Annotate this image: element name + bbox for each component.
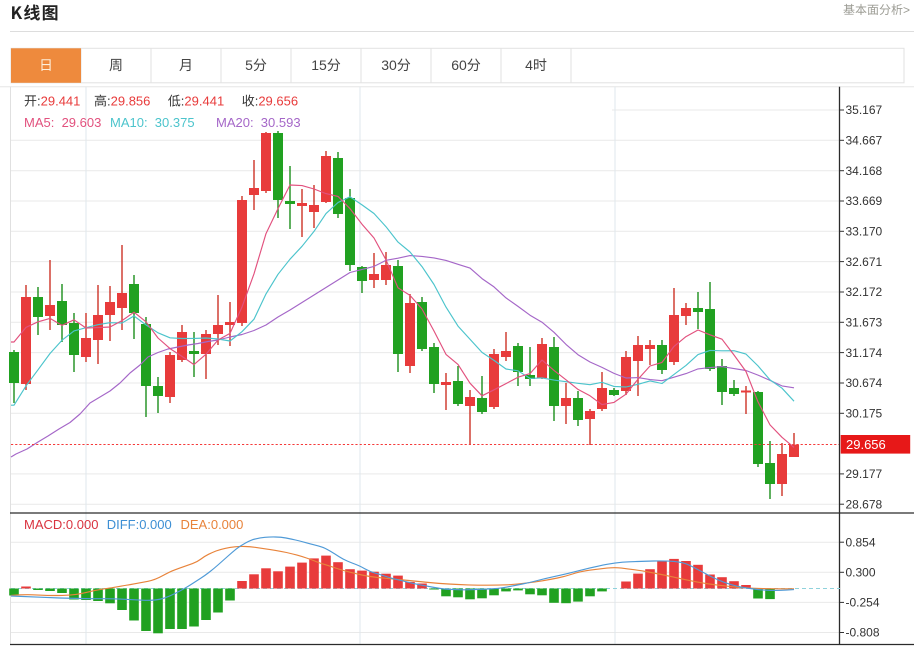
svg-text:>: > [903,3,910,17]
svg-text:31.673: 31.673 [846,316,883,330]
svg-text:DIFF:0.000: DIFF:0.000 [107,517,172,532]
svg-text:33.170: 33.170 [846,225,883,239]
svg-text:DEA:0.000: DEA:0.000 [181,517,244,532]
svg-text:-0.254: -0.254 [846,596,880,610]
svg-text:28.678: 28.678 [846,497,883,511]
svg-text:30.175: 30.175 [846,407,883,421]
svg-text:34.168: 34.168 [846,164,883,178]
svg-text::29.441: :29.441 [181,94,224,109]
svg-text:15: 15 [311,57,327,73]
svg-text:60: 60 [451,57,467,73]
svg-text:34.667: 34.667 [846,134,883,148]
svg-text:32.671: 32.671 [846,255,883,269]
svg-text:33.669: 33.669 [846,194,883,208]
svg-text::29.656: :29.656 [255,94,298,109]
svg-text:5: 5 [245,57,253,73]
svg-text:29.177: 29.177 [846,467,883,481]
svg-text:4: 4 [525,57,533,73]
svg-text:MA10: 30.375: MA10: 30.375 [110,115,195,130]
svg-text:-0.808: -0.808 [846,626,880,640]
svg-text:MA20: 30.593: MA20: 30.593 [216,115,301,130]
svg-text:31.174: 31.174 [846,346,883,360]
svg-text:0.300: 0.300 [846,566,876,580]
svg-text::29.441: :29.441 [37,94,80,109]
svg-text:35.167: 35.167 [846,103,883,117]
svg-text:30.674: 30.674 [846,376,883,390]
svg-text:32.172: 32.172 [846,285,883,299]
svg-text::29.856: :29.856 [107,94,150,109]
svg-text:29.656: 29.656 [846,437,886,452]
svg-text:30: 30 [381,57,397,73]
svg-text:0.854: 0.854 [846,535,876,549]
svg-text:MA5: 29.603: MA5: 29.603 [24,115,101,130]
svg-text:MACD:0.000: MACD:0.000 [24,517,98,532]
